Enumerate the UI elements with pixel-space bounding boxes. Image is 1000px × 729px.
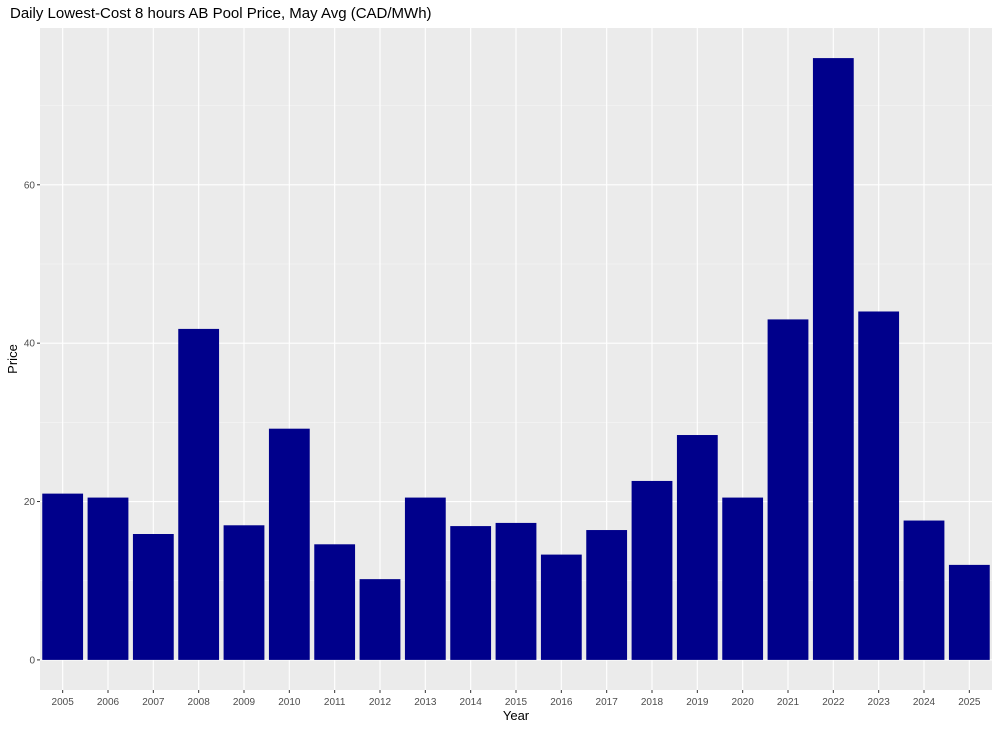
x-tick-label: 2005 <box>52 697 75 708</box>
bar-2018 <box>631 480 673 660</box>
x-axis-label: Year <box>503 708 530 723</box>
x-tick-label: 2014 <box>460 697 483 708</box>
x-axis: 2005 2006 2007 2008 2009 2010 2011 2012 2013 2014… <box>52 690 981 708</box>
bar-2019 <box>676 435 718 660</box>
x-tick-label: 2021 <box>777 697 800 708</box>
x-tick-label: 2022 <box>822 697 845 708</box>
bar-2017 <box>586 530 628 660</box>
x-tick-label: 2006 <box>97 697 120 708</box>
bar-2007 <box>132 534 174 660</box>
y-tick-label: 20 <box>24 497 36 508</box>
x-tick-label: 2020 <box>732 697 755 708</box>
bar-2025 <box>948 564 990 660</box>
x-tick-label: 2010 <box>278 697 301 708</box>
bar-2005 <box>42 493 84 660</box>
y-tick-label: 0 <box>29 655 35 666</box>
bar-2011 <box>314 544 356 660</box>
x-tick-label: 2019 <box>686 697 709 708</box>
x-tick-label: 2013 <box>414 697 437 708</box>
x-tick-label: 2023 <box>868 697 891 708</box>
x-tick-label: 2008 <box>188 697 211 708</box>
bar-2021 <box>767 319 809 660</box>
bar-2009 <box>223 525 265 660</box>
x-tick-label: 2009 <box>233 697 256 708</box>
y-axis: 0 20 40 60 <box>24 180 40 666</box>
bar-2020 <box>722 497 764 660</box>
bar-2006 <box>87 497 129 660</box>
x-tick-label: 2012 <box>369 697 392 708</box>
bar-2023 <box>858 311 900 660</box>
x-tick-label: 2016 <box>550 697 573 708</box>
x-tick-label: 2018 <box>641 697 664 708</box>
y-axis-label: Price <box>5 344 20 374</box>
bar-2014 <box>450 526 492 660</box>
y-tick-label: 60 <box>24 180 36 191</box>
bar-2022 <box>812 58 854 660</box>
bar-2016 <box>540 554 582 660</box>
bars <box>42 58 990 660</box>
x-tick-label: 2015 <box>505 697 528 708</box>
x-tick-label: 2017 <box>596 697 619 708</box>
bar-2012 <box>359 579 401 660</box>
chart-title: Daily Lowest-Cost 8 hours AB Pool Price,… <box>10 5 432 22</box>
y-tick-label: 40 <box>24 339 36 350</box>
bar-2008 <box>178 328 220 660</box>
x-tick-label: 2025 <box>958 697 981 708</box>
bar-2010 <box>268 428 310 660</box>
bar-2024 <box>903 520 945 660</box>
x-tick-label: 2011 <box>324 697 346 708</box>
x-tick-label: 2024 <box>913 697 936 708</box>
x-tick-label: 2007 <box>142 697 165 708</box>
bar-2013 <box>404 497 446 660</box>
bar-2015 <box>495 522 537 660</box>
